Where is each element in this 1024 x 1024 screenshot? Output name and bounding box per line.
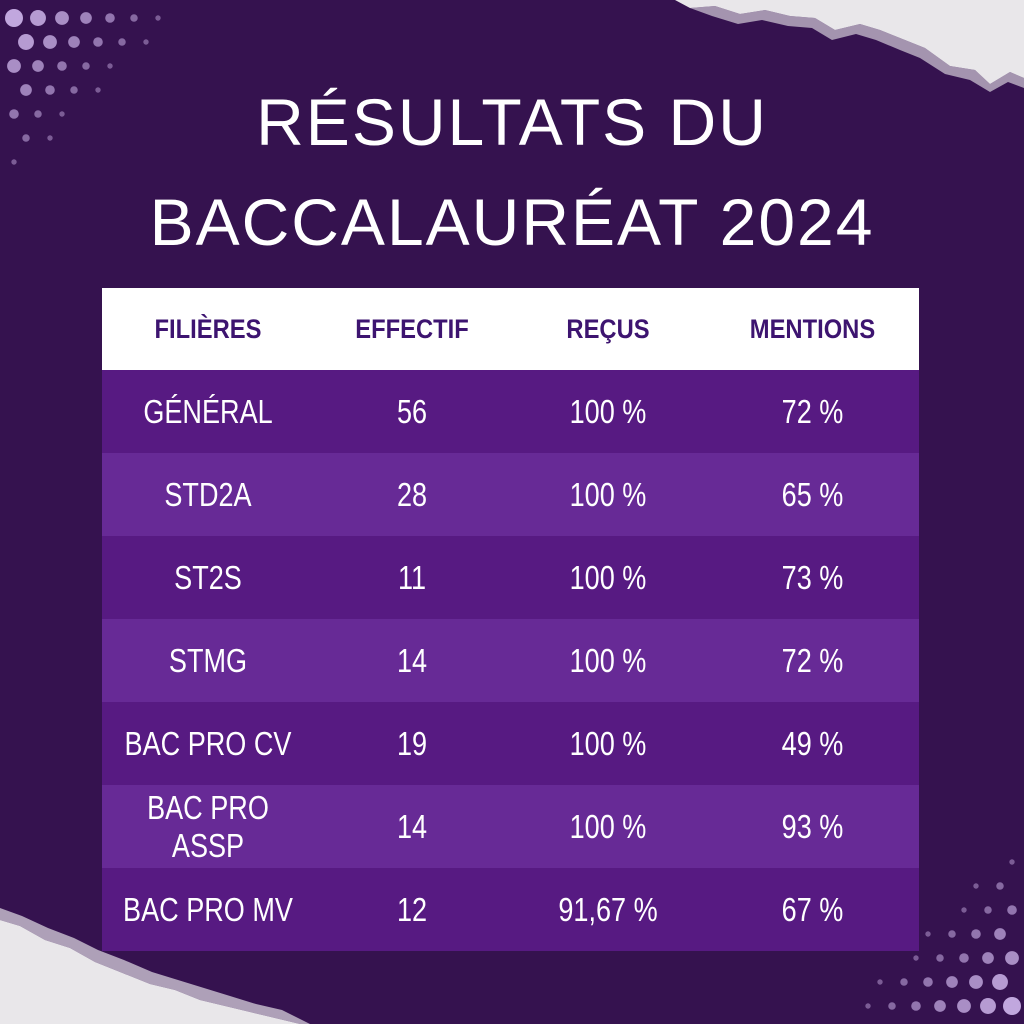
decorative-dot [984,906,992,914]
decorative-dot [948,930,956,938]
decorative-dot [957,999,971,1013]
table-header: FILIÈRES EFFECTIF REÇUS MENTIONS [102,288,919,370]
table-row: ST2S 11 100 % 73 % [102,536,919,619]
table-row: BAC PRO CV 19 100 % 49 % [102,702,919,785]
cell-recus: 91,67 % [558,890,658,928]
header-effectif: EFFECTIF [355,313,469,344]
table-row: STD2A 28 100 % 65 % [102,453,919,536]
header-mentions: MENTIONS [749,313,876,344]
decorative-dot [32,60,44,72]
title-line-1: RÉSULTATS DU [256,85,768,159]
cell-mentions: 73 % [781,558,844,596]
cell-filiere: BAC PRO CV [124,724,292,762]
cell-effectif: 14 [396,641,428,679]
decorative-dot [1007,905,1017,915]
decorative-dot [82,62,90,70]
decorative-dot [57,61,67,71]
cell-recus: 100 % [569,641,647,679]
decorative-dot [973,883,979,889]
cell-mentions: 72 % [781,641,844,679]
table-row: BAC PRO MV 12 91,67 % 67 % [102,868,919,951]
decorative-dot [961,907,967,913]
cell-filiere: STMG [168,641,248,679]
cell-recus: 100 % [569,724,647,762]
decorative-dot [105,13,115,23]
table-row: STMG 14 100 % 72 % [102,619,919,702]
decorative-dot [1009,859,1015,865]
decorative-dot [911,1001,921,1011]
cell-mentions: 65 % [781,475,844,513]
decorative-dot [877,979,883,985]
page-title: RÉSULTATS DU BACCALAURÉAT 2024 [0,72,1024,272]
cell-effectif: 12 [396,890,428,928]
decorative-dot [1005,951,1019,965]
cell-effectif: 28 [396,475,428,513]
cell-filiere: BAC PRO ASSP [147,788,269,864]
decorative-dot [30,10,46,26]
decorative-dot [80,12,92,24]
decorative-dot [118,38,126,46]
decorative-dot [155,15,161,21]
cell-filiere: BAC PRO MV [123,890,293,928]
cell-mentions: 49 % [781,724,844,762]
decorative-dot [982,952,994,964]
decorative-dot [996,882,1004,890]
decorative-dot [980,998,996,1014]
decorative-dot [7,59,21,73]
decorative-dot [992,974,1008,990]
title-line-2: BACCALAURÉAT 2024 [149,185,875,259]
cell-recus: 100 % [569,807,647,845]
decorative-dot [43,35,57,49]
decorative-dot [925,931,931,937]
decorative-dot [93,37,103,47]
cell-filiere: ST2S [174,558,242,596]
decorative-dot [959,953,969,963]
cell-mentions: 67 % [781,890,844,928]
cell-effectif: 14 [396,807,428,845]
decorative-dot [900,978,908,986]
decorative-dot [143,39,149,45]
cell-mentions: 93 % [781,807,844,845]
cell-effectif: 11 [397,558,427,596]
decorative-dot [68,36,80,48]
decorative-dot [934,1000,946,1012]
decorative-dot [865,1003,871,1009]
cell-recus: 100 % [569,392,647,430]
decorative-dot [888,1002,896,1010]
header-filieres: FILIÈRES [154,313,262,344]
decorative-dot [971,929,981,939]
decorative-dot [913,955,919,961]
cell-filiere: STD2A [164,475,252,513]
cell-effectif: 19 [396,724,428,762]
results-table: FILIÈRES EFFECTIF REÇUS MENTIONS GÉNÉRAL… [102,288,919,951]
cell-mentions: 72 % [781,392,844,430]
table-row: GÉNÉRAL 56 100 % 72 % [102,370,919,453]
cell-recus: 100 % [569,558,647,596]
decorative-dot [923,977,933,987]
decorative-dot [936,954,944,962]
decorative-dot [1003,997,1021,1015]
header-recus: REÇUS [566,313,650,344]
decorative-dot [18,34,34,50]
cell-filiere: GÉNÉRAL [143,392,273,430]
decorative-dot [946,976,958,988]
decorative-dot [130,14,138,22]
decorative-dot [55,11,69,25]
cell-effectif: 56 [396,392,428,430]
decorative-dot [107,63,113,69]
decorative-dot [5,9,23,27]
decorative-dot [994,928,1006,940]
decorative-dot [969,975,983,989]
cell-recus: 100 % [569,475,647,513]
table-row: BAC PRO ASSP 14 100 % 93 % [102,785,919,868]
